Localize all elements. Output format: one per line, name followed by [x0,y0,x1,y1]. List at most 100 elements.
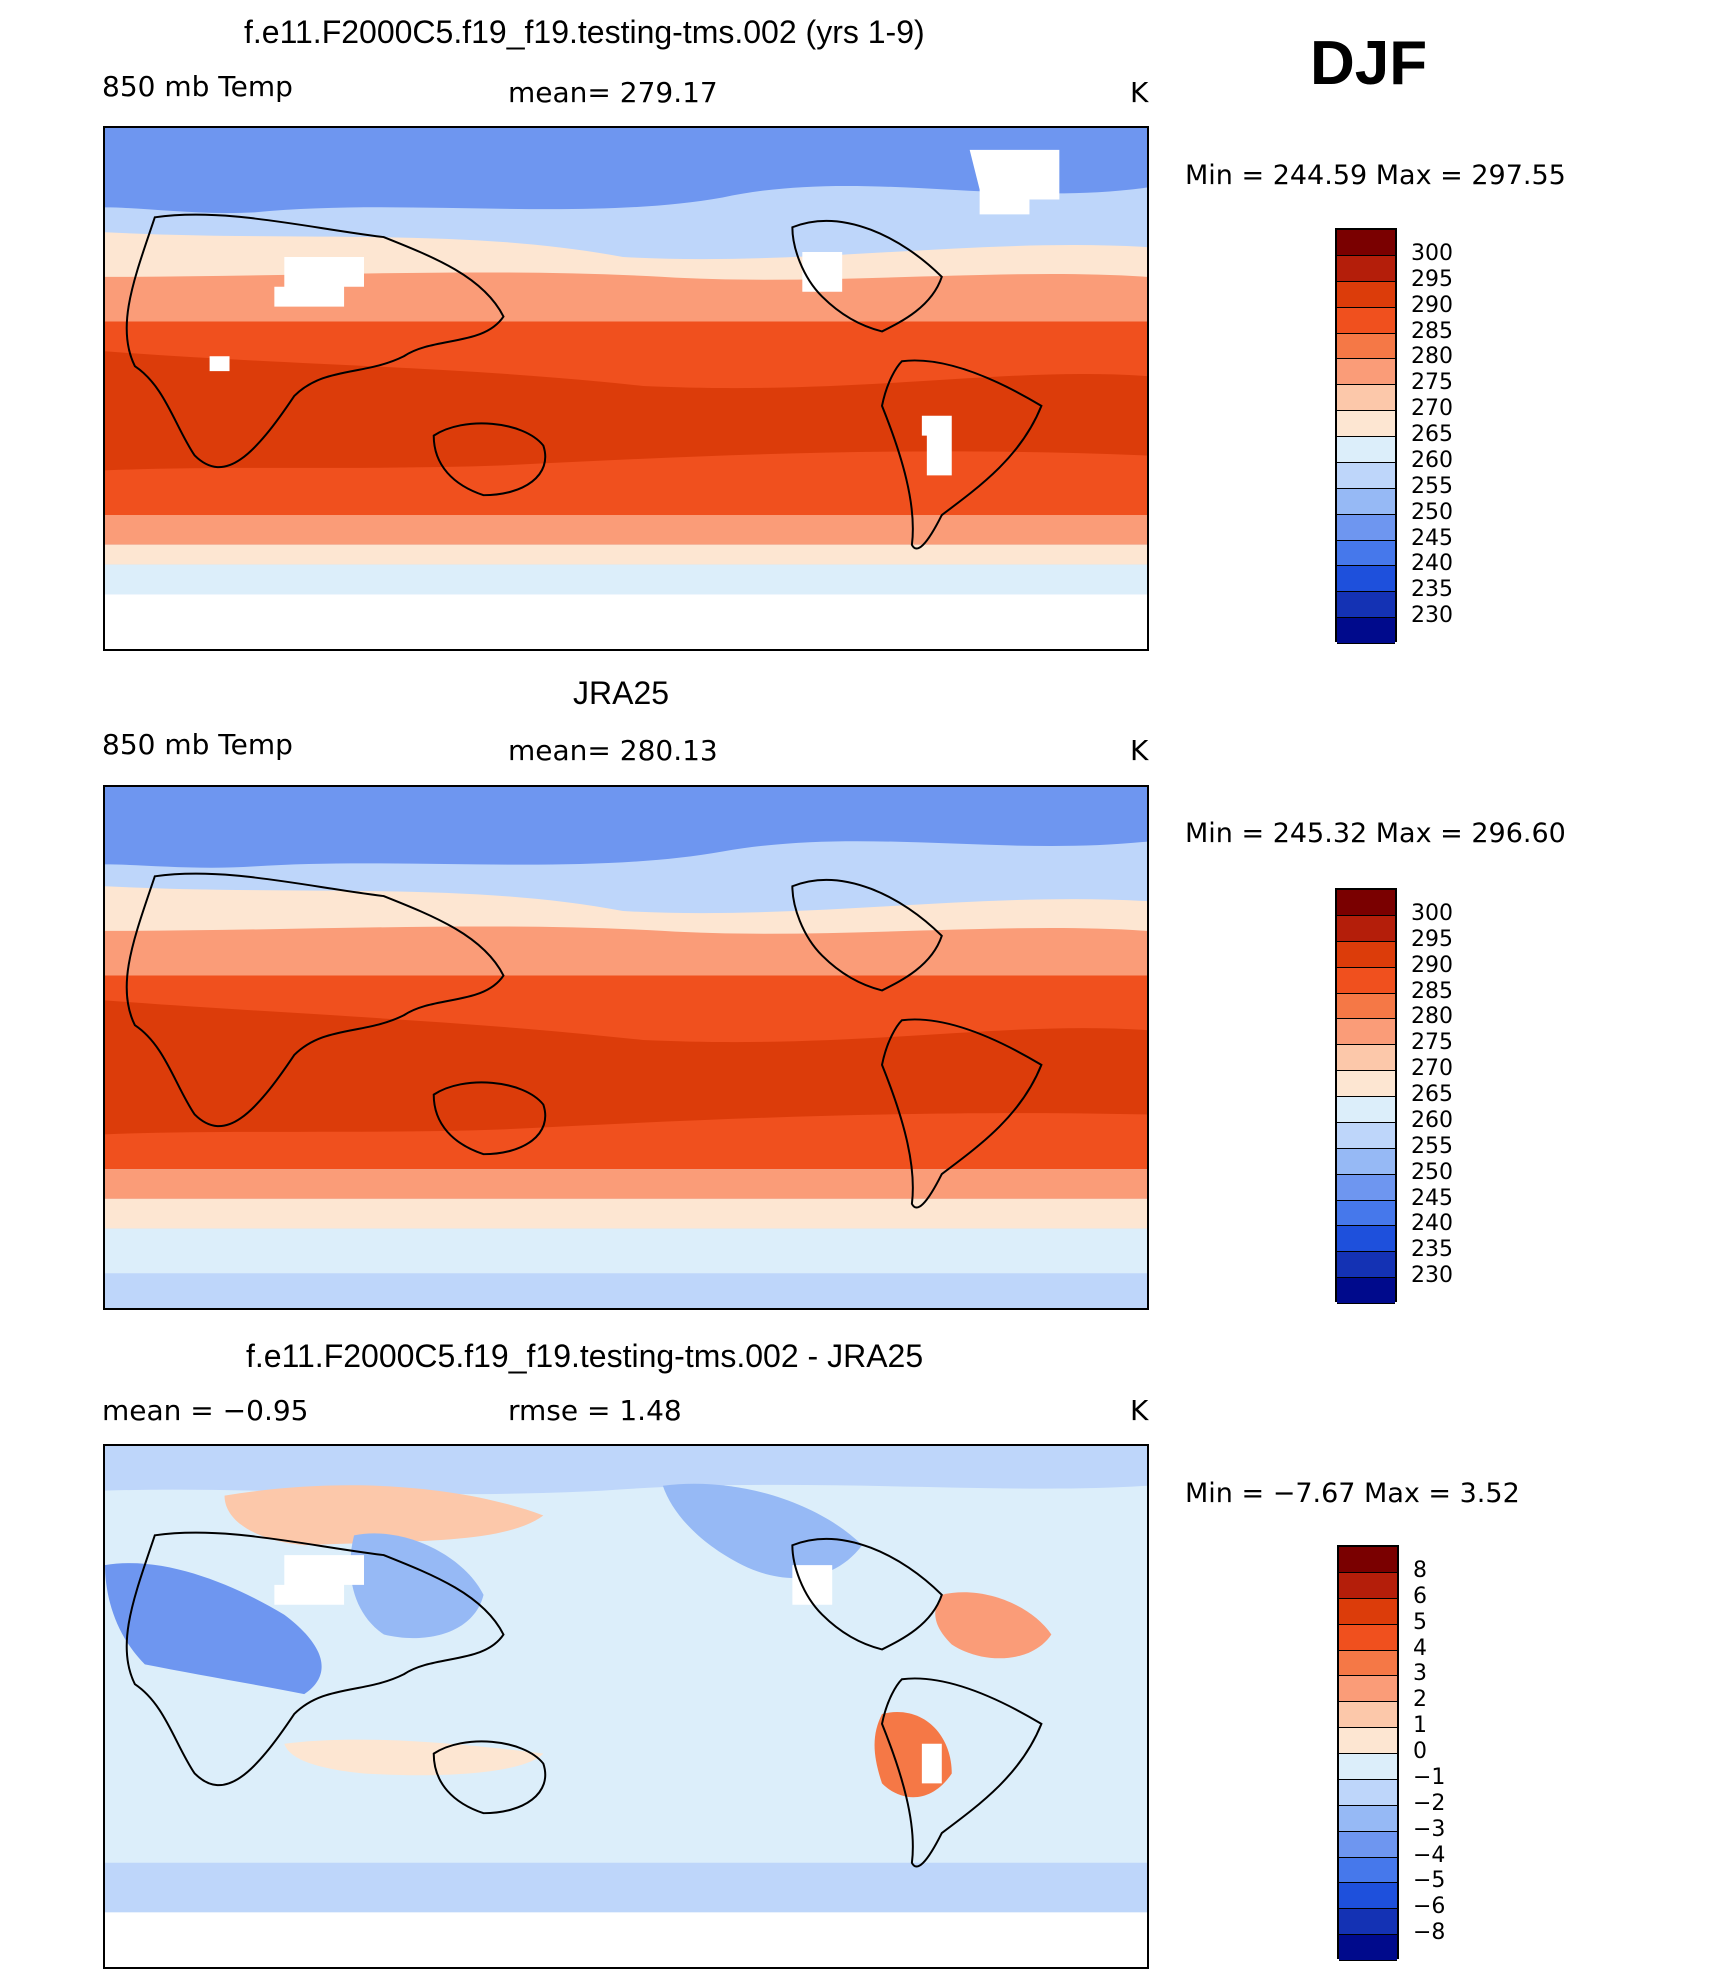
colorbar-segments [1335,888,1397,1304]
colorbar-tick-label: 265 [1411,1082,1453,1107]
colorbar-tick-label: −5 [1413,1868,1446,1894]
colorbar-segment [1339,1779,1397,1806]
colorbar-segment [1337,1045,1395,1072]
colorbar-segment [1337,941,1395,968]
colorbar-segment [1339,1728,1397,1754]
colorbar-segment [1337,1122,1395,1149]
variable-label: 850 mb Temp [102,728,293,761]
colorbar-tick-label: 270 [1411,396,1453,422]
colorbar-segment [1337,411,1395,437]
colorbar-tick-label: 255 [1411,1133,1453,1159]
colorbar-tick-label: 3 [1413,1661,1427,1687]
colorbar-tick-label: 275 [1411,1030,1453,1056]
colorbar-segment [1337,333,1395,360]
colorbar-segment [1337,1148,1395,1175]
colorbar-tick-label: 235 [1411,1237,1453,1263]
colorbar-segment [1337,1019,1395,1046]
colorbar-tick-label: 280 [1411,344,1453,370]
colorbar-tick-label: 255 [1411,473,1453,499]
colorbar-segment [1337,915,1395,942]
colorbar-segment [1339,1754,1397,1780]
map-field [105,787,1147,1308]
colorbar-segment [1337,618,1395,644]
mean-label: mean= 279.17 [508,76,718,109]
unit-label: K [1130,1394,1149,1427]
colorbar-tick-label: 240 [1411,551,1453,577]
colorbar-segments [1337,1545,1399,1961]
colorbar-segment [1339,1909,1397,1936]
colorbar-tick-label: 295 [1411,266,1453,292]
colorbar-tick-label: 240 [1411,1211,1453,1237]
colorbar-segment [1337,1252,1395,1279]
colorbar-segment [1337,230,1395,256]
colorbar-segment [1337,514,1395,541]
colorbar-tick-label: 285 [1411,978,1453,1004]
colorbar-segment [1339,1805,1397,1832]
colorbar-tick-label: 300 [1411,900,1453,926]
colorbar-tick-label: 245 [1411,1185,1453,1211]
colorbar-segment [1339,1935,1397,1961]
colorbar-segment [1339,1547,1397,1573]
colorbar-tick-label: 8 [1413,1557,1427,1583]
difference-map [103,1444,1149,1969]
colorbar-segment [1337,1071,1395,1097]
colorbar-segment [1339,1650,1397,1677]
colorbar-tick-label: 235 [1411,577,1453,603]
colorbar-segment [1337,255,1395,282]
colorbar-segment [1337,1097,1395,1123]
panel-title: f.e11.F2000C5.f19_f19.testing-tms.002 - … [246,1338,924,1374]
colorbar-tick-label: −8 [1413,1920,1446,1946]
panel-title: f.e11.F2000C5.f19_f19.testing-tms.002 (y… [244,14,925,50]
min-max-label: Min = 245.32 Max = 296.60 [1185,818,1566,849]
colorbar-tick-label: 250 [1411,1159,1453,1185]
colorbar-segment [1337,540,1395,567]
colorbar-tick-label: 2 [1413,1687,1427,1713]
variable-label: 850 mb Temp [102,70,293,103]
colorbar-tick-label: 280 [1411,1004,1453,1030]
min-max-label: Min = −7.67 Max = 3.52 [1185,1478,1520,1509]
colorbar-tick-label: 260 [1411,447,1453,473]
colorbar-segment [1339,1831,1397,1858]
colorbar-segment [1337,890,1395,916]
rmse-label: rmse = 1.48 [508,1394,682,1427]
colorbar-segment [1339,1702,1397,1729]
colorbar-segment [1337,993,1395,1020]
colorbar-tick-label: 230 [1411,1263,1453,1289]
unit-label: K [1130,734,1149,767]
colorbar-tick-label: 250 [1411,499,1453,525]
colorbar-segment [1337,359,1395,386]
colorbar-segment [1337,1278,1395,1304]
colorbar-tick-label: 230 [1411,603,1453,629]
map-field [105,128,1147,649]
colorbar-segment [1337,1226,1395,1253]
temperature-map [103,785,1149,1310]
colorbar-segment [1337,437,1395,463]
colorbar-segment [1339,1676,1397,1703]
panel-title: JRA25 [573,675,670,711]
colorbar-segment [1339,1857,1397,1884]
season-label: DJF [1310,29,1428,98]
colorbar-segment [1337,385,1395,412]
colorbar-tick-label: 285 [1411,318,1453,344]
mean-label: mean= 280.13 [508,734,718,767]
colorbar-segment [1339,1598,1397,1625]
colorbar-tick-label: −1 [1413,1764,1446,1790]
colorbar-segment [1337,566,1395,593]
colorbar-segment [1337,592,1395,619]
colorbar-tick-label: 290 [1411,292,1453,318]
colorbar-segment [1337,462,1395,489]
colorbar-tick-label: −4 [1413,1842,1446,1868]
colorbar-tick-label: −3 [1413,1816,1446,1842]
colorbar-segment [1337,281,1395,308]
colorbar-segment [1339,1624,1397,1651]
colorbar-tick-label: 270 [1411,1056,1453,1082]
unit-label: K [1130,76,1149,109]
mean-label: mean = −0.95 [102,1394,309,1427]
temperature-map [103,126,1149,651]
colorbar-segment [1339,1572,1397,1599]
colorbar-tick-label: 290 [1411,952,1453,978]
colorbar-tick-label: 300 [1411,240,1453,266]
colorbar-tick-label: 1 [1413,1713,1427,1739]
map-field [105,1446,1147,1967]
colorbar-tick-label: 295 [1411,926,1453,952]
